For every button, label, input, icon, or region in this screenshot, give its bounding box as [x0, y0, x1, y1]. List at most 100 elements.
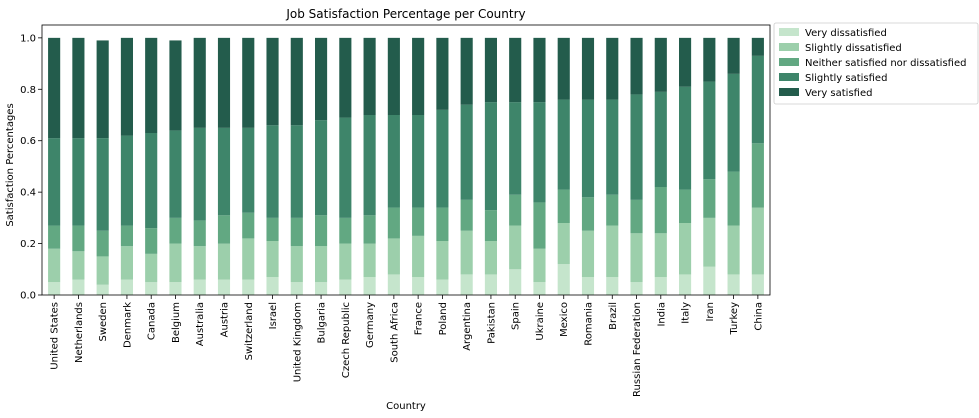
y-tick-label: 0.8 — [20, 85, 36, 96]
bar-segment — [217, 279, 231, 295]
bar-segment — [412, 37, 425, 115]
bar-segment — [48, 138, 61, 226]
bar-segment — [266, 217, 279, 241]
bar-segment — [703, 81, 716, 180]
y-tick-label: 1.0 — [20, 33, 36, 44]
x-tick-label: United States — [50, 302, 61, 370]
bar-segment — [290, 217, 303, 247]
x-tick-label: Belgium — [171, 302, 182, 343]
bar-segment — [436, 241, 449, 280]
x-tick-label: Poland — [438, 302, 449, 335]
bar-segment — [193, 246, 206, 280]
bar-segment — [315, 120, 328, 216]
bar-segment — [581, 230, 595, 277]
bar-segment — [363, 243, 376, 277]
bar-segment — [727, 37, 740, 74]
y-tick-label: 0.0 — [20, 291, 36, 302]
bar-segment — [509, 194, 522, 226]
bar-segment — [72, 138, 85, 226]
bar-segment — [72, 251, 85, 280]
bar-segment — [339, 37, 352, 118]
bar-segment — [727, 73, 740, 172]
bar-segment — [460, 274, 473, 295]
bar-segment — [751, 274, 764, 295]
bar-segment — [484, 241, 497, 275]
bar-segment — [339, 117, 352, 218]
bar-segment — [606, 37, 619, 100]
bar-segment — [169, 243, 182, 283]
bar-segment — [315, 246, 328, 283]
bar-segment — [48, 282, 61, 295]
bar-segment — [145, 253, 158, 283]
bar-segment — [460, 199, 473, 231]
bar-segment — [484, 274, 497, 295]
legend-box — [773, 22, 979, 105]
bar-segment — [363, 37, 376, 115]
legend-label: Very dissatisfied — [805, 28, 887, 39]
bar-segment — [145, 282, 158, 295]
bar-segment — [436, 279, 449, 295]
x-tick-label: Israel — [268, 302, 279, 329]
legend-label: Slightly dissatisfied — [805, 43, 902, 54]
bar-segment — [557, 189, 570, 223]
bar-segment — [242, 279, 255, 295]
bar-segment — [484, 210, 497, 241]
bar-segment — [193, 220, 206, 247]
bar-segment — [96, 256, 109, 285]
bar-segment — [460, 37, 473, 105]
x-tick-label: Germany — [365, 302, 376, 348]
bar-segment — [703, 266, 716, 295]
bar-segment — [363, 115, 376, 216]
legend: Very dissatisfied Slightly dissatisfied Ne… — [773, 22, 979, 105]
bar-segment — [509, 269, 522, 295]
bar-segment — [96, 230, 109, 257]
x-tick-label: France — [414, 302, 425, 335]
bar-segment — [509, 37, 522, 103]
x-tick-label: United Kingdom — [292, 302, 303, 382]
bar-segment — [72, 37, 85, 139]
bar-segment — [48, 225, 61, 249]
bar-segment — [387, 274, 400, 295]
bar-segment — [581, 99, 595, 198]
bar-segment — [145, 228, 158, 254]
legend-swatch — [779, 28, 799, 36]
bar-segment — [193, 279, 206, 295]
x-tick-label: Romania — [584, 302, 595, 346]
bar-segment — [339, 279, 352, 295]
bar-segment — [145, 133, 158, 229]
y-tick-label: 0.6 — [20, 136, 36, 147]
bar-segment — [217, 127, 231, 216]
bar-segment — [315, 282, 328, 295]
bar-segment — [339, 217, 352, 244]
bar-segment — [606, 225, 619, 277]
bar-segment — [654, 233, 667, 277]
x-tick-label: Czech Republic — [341, 302, 352, 378]
bar-segment — [315, 215, 328, 247]
x-axis-title: Country — [386, 401, 426, 412]
legend-swatch — [779, 43, 799, 51]
bar-segment — [387, 115, 400, 208]
x-tick-label: South Africa — [389, 302, 400, 363]
bar-segment — [120, 135, 133, 226]
bar-segment — [96, 138, 109, 231]
bar-segment — [703, 217, 716, 267]
bar-segment — [436, 37, 449, 110]
legend-label: Neither satisfied nor dissatisfied — [805, 58, 966, 69]
x-tick-label: Iran — [705, 302, 716, 322]
bar-segment — [557, 99, 570, 190]
bar-segment — [266, 37, 279, 126]
bar-segment — [533, 248, 546, 283]
bar-segment — [630, 37, 643, 95]
bar-segment — [290, 246, 303, 283]
bar-segment — [242, 127, 255, 213]
bar-segment — [654, 277, 667, 295]
bar-segment — [557, 264, 570, 295]
bar-segment — [606, 99, 619, 195]
bar-segment — [727, 225, 740, 275]
bar-segment — [266, 241, 279, 277]
bar-segment — [581, 197, 595, 231]
x-tick-label: Russian Federation — [632, 302, 643, 397]
bar-segment — [557, 37, 570, 100]
bar-segment — [290, 282, 303, 295]
